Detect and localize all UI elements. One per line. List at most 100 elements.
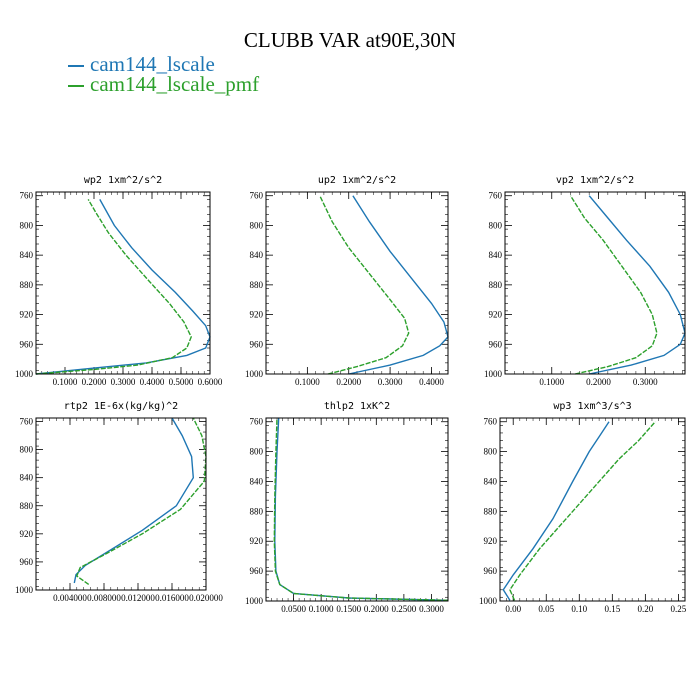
series-line-lscale [35,199,211,375]
x-tick-label: 0.2500 [392,604,417,614]
y-tick-label: 880 [20,501,34,511]
y-tick-label: 920 [489,310,503,320]
y-tick-label: 960 [250,566,264,576]
panel-frame [35,191,211,375]
panel-frame [265,191,449,375]
panel-frame [499,417,686,602]
series-line-lscale [588,195,686,375]
x-tick-label: 0.012000 [121,593,155,603]
legend-label: cam144_lscale_pmf [90,72,260,96]
y-tick-label: 760 [484,417,498,427]
series-line-lscale-pmf [35,199,192,375]
y-tick-label: 1000 [479,596,498,606]
series-line-lscale [274,417,449,601]
y-tick-label: 800 [484,447,498,457]
panel-title: wp2 1xm^2/s^2 [84,175,162,186]
x-tick-label: 0.6000 [198,377,223,387]
x-tick-label: 0.3000 [378,377,403,387]
y-tick-label: 800 [250,447,264,457]
x-tick-label: 0.2000 [336,377,361,387]
x-tick-label: 0.2000 [364,604,389,614]
series-line-lscale-pmf [75,417,207,585]
x-tick-label: 0.4000 [140,377,165,387]
y-tick-label: 1000 [15,585,34,595]
y-tick-label: 880 [484,506,498,516]
panel-title: wp3 1xm^3/s^3 [553,401,631,412]
y-tick-label: 880 [250,280,264,290]
x-tick-label: 0.10 [571,604,587,614]
series-line-lscale-pmf [569,195,658,375]
x-tick-label: 0.1000 [295,377,320,387]
x-tick-label: 0.020000 [189,593,223,603]
x-tick-label: 0.5000 [169,377,194,387]
series-line-lscale [73,417,195,584]
y-tick-label: 800 [489,220,503,230]
series-line-lscale-pmf [319,195,410,375]
x-tick-label: 0.00 [505,604,521,614]
x-tick-label: 0.016000 [155,593,189,603]
y-tick-label: 960 [250,339,264,349]
x-tick-label: 0.3000 [633,377,658,387]
y-tick-label: 1000 [245,369,264,379]
y-tick-label: 960 [489,339,503,349]
series-line-lscale-pmf [509,421,656,601]
y-tick-label: 960 [484,566,498,576]
x-tick-label: 0.4000 [419,377,444,387]
y-tick-label: 920 [250,310,264,320]
y-tick-label: 880 [250,506,264,516]
y-tick-label: 920 [20,310,34,320]
x-tick-label: 0.2000 [586,377,611,387]
panel-frame [35,417,207,591]
x-tick-label: 0.3000 [419,604,444,614]
series-line-lscale [348,195,449,375]
y-tick-label: 920 [20,529,34,539]
x-tick-label: 0.3000 [111,377,136,387]
x-tick-label: 0.25 [671,604,687,614]
x-tick-label: 0.1000 [539,377,564,387]
y-tick-label: 760 [489,191,503,201]
y-tick-label: 800 [20,220,34,230]
y-tick-label: 920 [484,536,498,546]
y-tick-label: 760 [250,191,264,201]
x-tick-label: 0.20 [637,604,653,614]
y-tick-label: 840 [20,473,34,483]
x-tick-label: 0.15 [604,604,620,614]
y-tick-label: 840 [20,250,34,260]
y-tick-label: 760 [20,191,34,201]
legend-label: cam144_lscale [90,52,215,76]
x-tick-label: 0.0500 [281,604,306,614]
x-tick-label: 0.008000 [87,593,121,603]
panel-title: thlp2 1xK^2 [324,401,390,412]
y-tick-label: 760 [20,417,34,427]
legend-line-marker [68,85,84,88]
panel-title: rtp2 1E-6x(kg/kg)^2 [64,401,178,412]
x-tick-label: 0.2000 [82,377,107,387]
y-tick-label: 1000 [15,369,34,379]
x-tick-label: 0.1000 [309,604,334,614]
panel-title: vp2 1xm^2/s^2 [556,175,634,186]
x-tick-label: 0.1500 [336,604,361,614]
series-line-lscale [502,421,610,601]
legend-entry-lscale: cam144_lscale [68,52,215,77]
y-tick-label: 800 [20,445,34,455]
y-tick-label: 840 [250,476,264,486]
y-tick-label: 880 [489,280,503,290]
y-tick-label: 1000 [484,369,503,379]
x-tick-label: 0.1000 [53,377,78,387]
y-tick-label: 880 [20,280,34,290]
y-tick-label: 1000 [245,596,264,606]
y-tick-label: 960 [20,339,34,349]
y-tick-label: 800 [250,220,264,230]
panel-title: up2 1xm^2/s^2 [318,175,396,186]
figure-title: CLUBB VAR at90E,30N [243,28,457,52]
panel-frame [504,191,686,375]
x-tick-label: 0.004000 [53,593,87,603]
y-tick-label: 960 [20,557,34,567]
legend-line-marker [68,65,84,68]
series-line-lscale-pmf [273,417,449,601]
y-tick-label: 920 [250,536,264,546]
y-tick-label: 840 [489,250,503,260]
y-tick-label: 760 [250,417,264,427]
legend-entry-lscale-pmf: cam144_lscale_pmf [68,72,259,97]
